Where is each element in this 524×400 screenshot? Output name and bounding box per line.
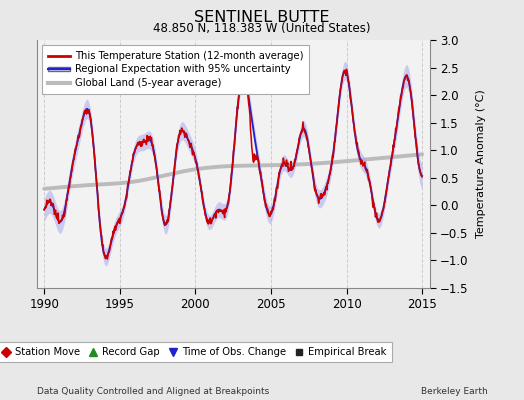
Text: 48.850 N, 118.383 W (United States): 48.850 N, 118.383 W (United States) (153, 22, 371, 35)
Text: Berkeley Earth: Berkeley Earth (421, 387, 487, 396)
Text: SENTINEL BUTTE: SENTINEL BUTTE (194, 10, 330, 25)
Y-axis label: Temperature Anomaly (°C): Temperature Anomaly (°C) (476, 90, 486, 238)
Legend: Station Move, Record Gap, Time of Obs. Change, Empirical Break: Station Move, Record Gap, Time of Obs. C… (0, 342, 391, 362)
Text: Data Quality Controlled and Aligned at Breakpoints: Data Quality Controlled and Aligned at B… (37, 387, 269, 396)
